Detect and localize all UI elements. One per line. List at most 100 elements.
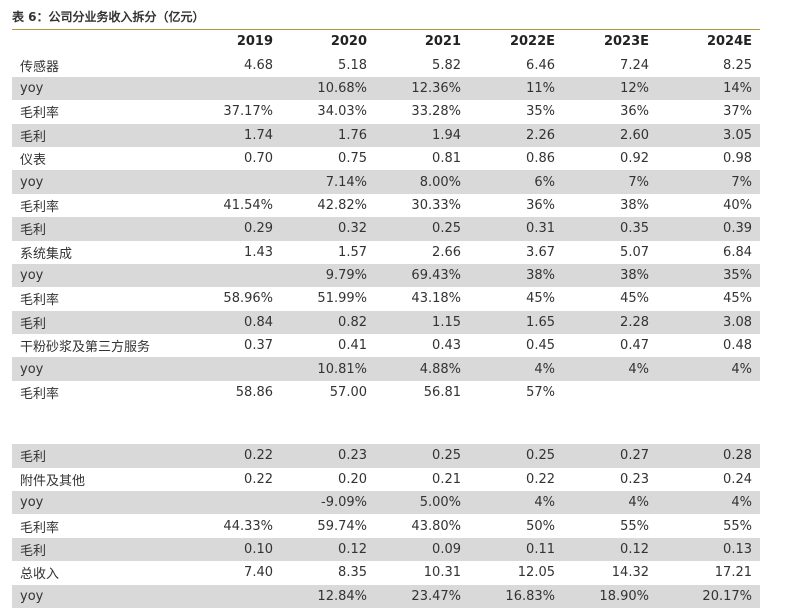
cell: 33.28%	[411, 104, 461, 120]
cell: 0.35	[563, 217, 657, 241]
cell: 1.76	[281, 123, 375, 147]
cell	[187, 263, 281, 288]
cell: 0.98	[723, 151, 752, 167]
cell: 9.79%	[281, 263, 375, 288]
column-header: 2019	[236, 34, 273, 50]
row-label: 附件及其他	[20, 473, 86, 489]
table-row: 毛利率 44.33% 59.74% 43.80% 50% 55% 55%	[12, 514, 760, 537]
table-row: 毛利率 37.17% 34.03% 33.28% 35% 36% 37%	[12, 100, 760, 123]
cell: 2.26	[469, 123, 563, 147]
cell: 4%	[563, 491, 657, 515]
column-header: 2020	[330, 34, 367, 50]
header-row: 2019 2020 2021 2022E 2023E 2024E	[12, 30, 760, 54]
cell: 43.18%	[411, 291, 461, 307]
cell: 17.21	[714, 565, 752, 581]
cell: 11%	[469, 76, 563, 101]
cell: 10.31	[423, 565, 461, 581]
cell: 57%	[526, 385, 555, 401]
row-label: 毛利	[12, 310, 187, 335]
cell: 0.09	[375, 537, 469, 562]
row-label: 干粉砂浆及第三方服务	[20, 340, 151, 356]
cell: 8.35	[338, 565, 367, 581]
cell: 12.05	[517, 565, 555, 581]
table-row: 附件及其他 0.22 0.20 0.21 0.22 0.23 0.24	[12, 468, 760, 491]
cell: 55%	[723, 518, 752, 534]
cell: 0.25	[469, 444, 563, 468]
row-label: 毛利率	[20, 520, 60, 536]
cell: 42.82%	[317, 197, 367, 213]
row-label: 毛利率	[20, 293, 60, 309]
cell: 8.25	[723, 57, 752, 73]
cell: 59.74%	[317, 518, 367, 534]
cell: 4%	[657, 357, 760, 381]
cell	[187, 76, 281, 101]
table-row: 毛利 1.74 1.76 1.94 2.26 2.60 3.05	[12, 123, 760, 147]
cell	[563, 381, 657, 404]
cell: 6.84	[723, 244, 752, 260]
table-row: 毛利 0.29 0.32 0.25 0.31 0.35 0.39	[12, 217, 760, 241]
table-row: 毛利率 58.96% 51.99% 43.18% 45% 45% 45%	[12, 287, 760, 310]
cell: 7.24	[620, 57, 649, 73]
table-row: 毛利 0.22 0.23 0.25 0.25 0.27 0.28	[12, 444, 760, 468]
table-row: 总收入 7.40 8.35 10.31 12.05 14.32 17.21	[12, 561, 760, 584]
cell: 1.65	[469, 310, 563, 335]
cell: 0.20	[338, 471, 367, 487]
row-label: 系统集成	[20, 246, 73, 262]
cell	[187, 491, 281, 515]
cell: 0.22	[187, 444, 281, 468]
cell: 2.66	[432, 244, 461, 260]
cell: 2.60	[563, 123, 657, 147]
cell: 45%	[526, 291, 555, 307]
cell	[187, 584, 281, 608]
column-header: 2021	[424, 34, 461, 50]
spacer-cell	[281, 404, 375, 445]
cell: 0.23	[620, 471, 649, 487]
cell: 0.29	[187, 217, 281, 241]
cell: 4.88%	[375, 357, 469, 381]
cell: 58.96%	[223, 291, 273, 307]
row-label: 毛利率	[20, 387, 60, 403]
cell: 12.84%	[281, 584, 375, 608]
table-row: yoy 12.84% 23.47% 16.83% 18.90% 20.17%	[12, 584, 760, 608]
cell: 0.10	[187, 537, 281, 562]
table-row: yoy 10.68% 12.36% 11% 12% 14%	[12, 76, 760, 101]
cell: 0.41	[338, 338, 367, 354]
cell: 12.36%	[375, 76, 469, 101]
table-row: 毛利 0.84 0.82 1.15 1.65 2.28 3.08	[12, 310, 760, 335]
table-row: 传感器 4.68 5.18 5.82 6.46 7.24 8.25	[12, 53, 760, 76]
cell: 0.23	[281, 444, 375, 468]
cell: 1.94	[375, 123, 469, 147]
cell: 4%	[469, 357, 563, 381]
row-label: 传感器	[20, 59, 60, 75]
cell: 56.81	[423, 385, 461, 401]
cell: 30.33%	[411, 197, 461, 213]
cell: 57.00	[329, 385, 367, 401]
cell: 0.82	[281, 310, 375, 335]
cell: 0.22	[526, 471, 555, 487]
table-row: 系统集成 1.43 1.57 2.66 3.67 5.07 6.84	[12, 241, 760, 264]
cell: 0.70	[244, 151, 273, 167]
cell: -9.09%	[281, 491, 375, 515]
cell: 0.92	[620, 151, 649, 167]
cell: 7%	[563, 170, 657, 194]
row-label: 毛利	[12, 217, 187, 241]
cell: 0.43	[432, 338, 461, 354]
cell: 14.32	[611, 565, 649, 581]
cell: 0.22	[244, 471, 273, 487]
table-row: 毛利 0.10 0.12 0.09 0.11 0.12 0.13	[12, 537, 760, 562]
cell: 5.07	[620, 244, 649, 260]
row-label: 总收入	[20, 567, 60, 583]
spacer-cell	[469, 404, 563, 445]
cell: 35%	[657, 263, 760, 288]
spacer-row	[12, 404, 760, 445]
row-label: 毛利率	[20, 199, 60, 215]
cell: 5.00%	[375, 491, 469, 515]
cell: 4%	[657, 491, 760, 515]
cell: 7.40	[244, 565, 273, 581]
spacer-cell	[187, 404, 281, 445]
cell: 0.75	[338, 151, 367, 167]
cell: 10.81%	[281, 357, 375, 381]
spacer-cell	[375, 404, 469, 445]
row-label: yoy	[12, 584, 187, 608]
